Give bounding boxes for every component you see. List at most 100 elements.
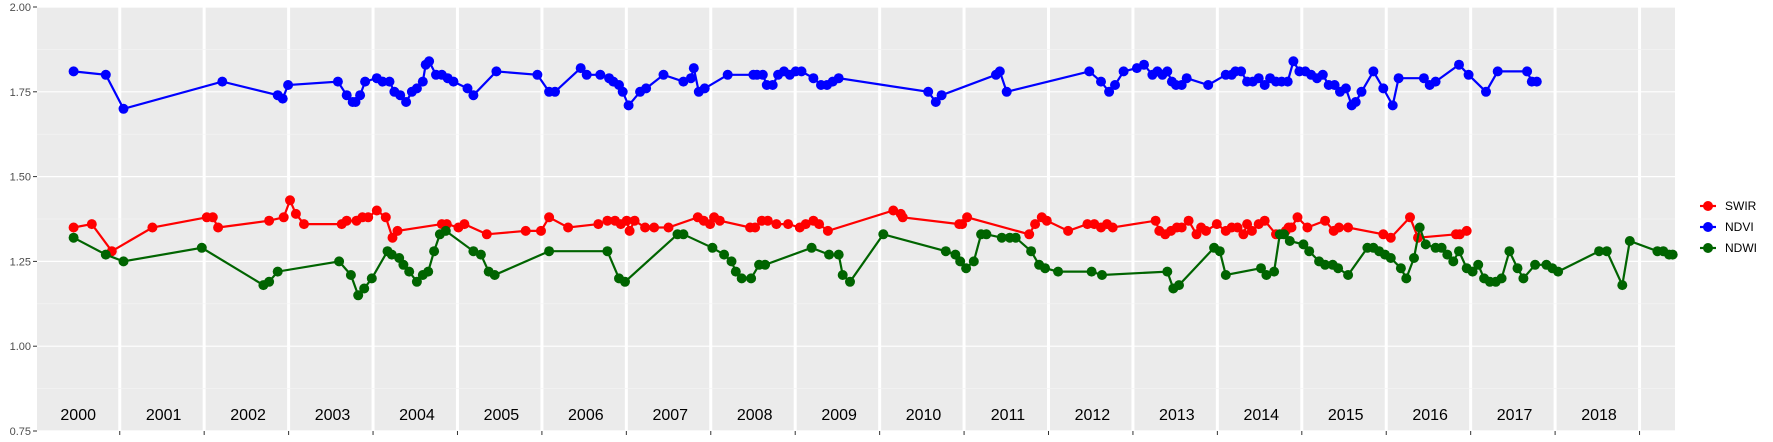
- year-label: 2007: [652, 407, 688, 424]
- data-point: [1162, 66, 1173, 77]
- data-point: [1340, 83, 1351, 94]
- data-point: [1463, 69, 1474, 80]
- data-point: [468, 90, 479, 101]
- data-point: [714, 215, 725, 226]
- data-point: [290, 208, 301, 219]
- data-point: [726, 256, 737, 267]
- data-point: [1387, 100, 1398, 111]
- data-point: [468, 246, 479, 257]
- data-point: [1030, 219, 1041, 230]
- data-point: [878, 229, 889, 240]
- data-point: [730, 266, 741, 277]
- data-point: [649, 222, 660, 233]
- y-grid-major: [37, 6, 1675, 432]
- data-point: [1522, 66, 1533, 77]
- y-tick-label: 1.00: [10, 341, 31, 353]
- year-label: 2002: [230, 407, 266, 424]
- data-point: [1181, 73, 1192, 84]
- data-point: [581, 69, 592, 80]
- data-point: [1279, 229, 1289, 240]
- data-point: [491, 66, 502, 77]
- data-point: [395, 90, 406, 101]
- data-point: [962, 212, 973, 223]
- year-label: 2013: [1159, 407, 1195, 424]
- data-point: [1110, 80, 1120, 90]
- data-point: [1150, 215, 1161, 226]
- data-point: [332, 76, 343, 87]
- data-point: [1282, 76, 1293, 87]
- data-point: [760, 259, 771, 270]
- data-point: [1292, 212, 1303, 223]
- data-point: [1512, 263, 1523, 274]
- data-point: [278, 212, 289, 223]
- data-point: [767, 80, 778, 90]
- data-point: [602, 246, 613, 257]
- data-point: [1026, 246, 1037, 257]
- data-point: [1211, 219, 1222, 230]
- year-label: 2005: [484, 407, 520, 424]
- data-point: [366, 273, 377, 284]
- data-point: [544, 212, 555, 223]
- data-point: [1214, 246, 1225, 257]
- data-point: [888, 205, 899, 216]
- year-label: 2003: [315, 407, 351, 424]
- data-point: [1082, 219, 1093, 230]
- data-point: [981, 229, 992, 240]
- data-point: [1436, 242, 1447, 253]
- data-point: [1040, 263, 1051, 274]
- data-point: [86, 219, 97, 230]
- data-point: [1041, 215, 1052, 226]
- data-point: [1097, 270, 1107, 280]
- data-point: [411, 83, 422, 94]
- data-point: [285, 195, 295, 206]
- data-point: [1401, 273, 1412, 284]
- data-point: [424, 56, 435, 67]
- data-point: [822, 225, 833, 236]
- year-labels: 2000 2001 2002 2003 2004 2005 2006 2007 2008 2009…: [60, 407, 1616, 424]
- data-point: [1259, 215, 1270, 226]
- data-point: [1414, 222, 1425, 233]
- data-point: [371, 205, 382, 216]
- data-point: [1259, 80, 1270, 90]
- data-point: [68, 222, 79, 233]
- data-point: [757, 69, 768, 80]
- data-point: [1531, 76, 1542, 87]
- data-point: [1378, 229, 1389, 240]
- data-point: [1183, 215, 1194, 226]
- data-point: [1284, 236, 1295, 246]
- data-point: [1232, 222, 1243, 233]
- year-label: 2016: [1412, 407, 1448, 424]
- data-point: [595, 69, 606, 80]
- data-point: [1288, 56, 1299, 67]
- data-point: [806, 242, 817, 253]
- year-label: 2012: [1075, 407, 1111, 424]
- legend-key-point: [1703, 201, 1713, 211]
- data-point: [1350, 97, 1361, 107]
- data-point: [1467, 266, 1478, 277]
- data-point: [736, 273, 747, 284]
- data-point: [808, 73, 819, 84]
- data-point: [1461, 225, 1472, 236]
- data-point: [1086, 266, 1097, 277]
- data-point: [68, 66, 79, 77]
- data-point: [640, 222, 651, 233]
- data-point: [1518, 273, 1529, 284]
- data-point: [196, 242, 207, 253]
- data-point: [1430, 76, 1441, 87]
- data-point: [678, 229, 689, 240]
- data-point: [1269, 266, 1280, 277]
- data-point: [1385, 253, 1396, 263]
- data-point: [401, 97, 412, 107]
- data-point: [1107, 222, 1118, 233]
- data-point: [1409, 253, 1419, 263]
- year-label: 2008: [737, 407, 773, 424]
- year-label: 2004: [399, 407, 435, 424]
- data-point: [1139, 59, 1149, 70]
- data-point: [1601, 246, 1612, 257]
- data-point: [68, 232, 79, 243]
- data-point: [936, 90, 947, 101]
- x-axis: [119, 431, 1641, 435]
- data-point: [955, 256, 966, 267]
- data-point: [398, 259, 409, 270]
